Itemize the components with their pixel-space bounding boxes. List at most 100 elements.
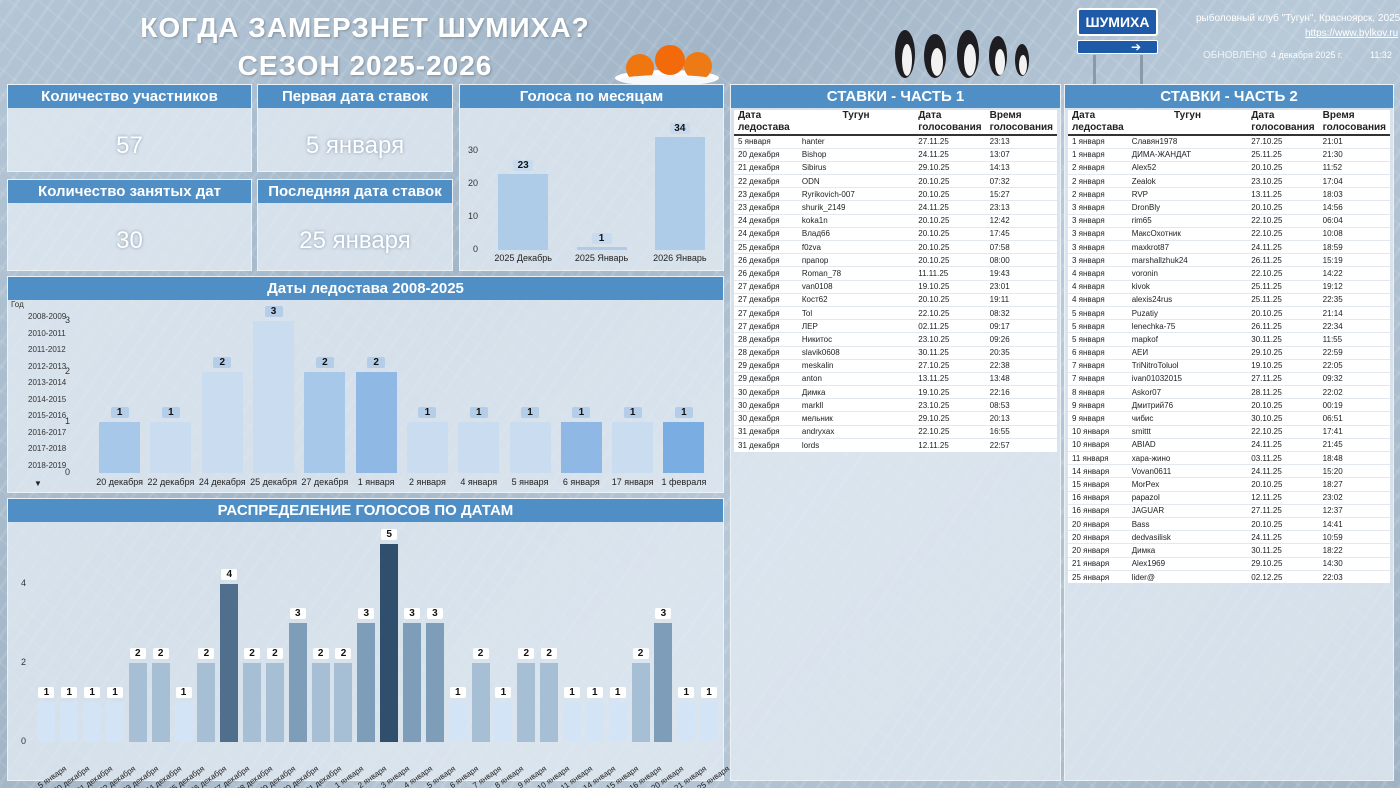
table-row[interactable]: 7 января TriNitroToluol 19.10.25 22:05 — [1068, 358, 1390, 373]
table-cell: 15:20 — [1318, 464, 1390, 478]
table-cell: 3 января — [1068, 200, 1128, 215]
table-cell: 22:03 — [1318, 569, 1390, 584]
table-row[interactable]: 3 января marshallzhuk24 26.11.25 15:19 — [1068, 253, 1390, 267]
legend-scroll-down-icon[interactable]: ▼ — [34, 479, 42, 488]
x-tick-label: 1 февраля — [661, 477, 707, 487]
table-row[interactable]: 9 января Дмитрий76 20.10.25 00:19 — [1068, 398, 1390, 412]
table-cell: 23:13 — [985, 134, 1057, 149]
table-row[interactable]: 30 декабря markll 23.10.25 08:53 — [734, 398, 1057, 412]
table-row[interactable]: 30 декабря мельник 29.10.25 20:13 — [734, 411, 1057, 426]
table-cell: 24.11.25 — [1247, 464, 1319, 478]
table-row[interactable]: 29 декабря meskalin 27.10.25 22:38 — [734, 358, 1057, 373]
table-row[interactable]: 8 января Askor07 28.11.25 22:02 — [1068, 385, 1390, 399]
table-row[interactable]: 2 января Alex52 20.10.25 11:52 — [1068, 160, 1390, 175]
table-row[interactable]: 1 января Славян1978 27.10.25 21:01 — [1068, 134, 1390, 149]
table-row[interactable]: 10 января smittt 22.10.25 17:41 — [1068, 424, 1390, 439]
table-row[interactable]: 31 декабря andryxax 22.10.25 16:55 — [734, 424, 1057, 439]
table-row[interactable]: 23 декабря shurik_2149 24.11.25 23:13 — [734, 200, 1057, 215]
col-vote-date[interactable]: Дата голосования — [918, 110, 982, 133]
table-row[interactable]: 3 января rim65 22.10.25 06:04 — [1068, 213, 1390, 228]
table-row[interactable]: 25 декабря f0zva 20.10.25 07:58 — [734, 239, 1057, 254]
table-row[interactable]: 20 декабря Bishop 24.11.25 13:07 — [734, 147, 1057, 162]
legend-item: 2015-2016 — [18, 411, 66, 420]
penguins-image — [895, 30, 1029, 78]
col-tugun[interactable]: Тугун — [842, 110, 870, 121]
col-tugun[interactable]: Тугун — [1173, 110, 1202, 121]
table-cell: 27.11.25 — [1247, 371, 1319, 386]
table-cell: Alex1969 — [1127, 556, 1248, 571]
table-row[interactable]: 3 января maxkrot87 24.11.25 18:59 — [1068, 239, 1390, 254]
table-cell: papazol — [1127, 490, 1248, 505]
col-vote-time[interactable]: Время голосования — [989, 110, 1053, 133]
table-row[interactable]: 10 января ABIAD 24.11.25 21:45 — [1068, 437, 1390, 452]
table-row[interactable]: 23 декабря Ryrikovich-007 20.10.25 15:27 — [734, 187, 1057, 201]
table-row[interactable]: 22 декабря ODN 20.10.25 07:32 — [734, 174, 1057, 188]
table-cell: 13.11.25 — [914, 371, 986, 386]
table-row[interactable]: 3 января DronBly 20.10.25 14:56 — [1068, 200, 1390, 215]
table-row[interactable]: 27 декабря ЛЕР 02.11.25 09:17 — [734, 319, 1057, 333]
x-tick-label: 27 декабря — [301, 477, 349, 487]
col-ice-date[interactable]: Дата ледостава — [738, 110, 790, 133]
table-row[interactable]: 5 января Puzatiy 20.10.25 21:14 — [1068, 305, 1390, 320]
table-cell: 10 января — [1068, 424, 1128, 439]
table-row[interactable]: 2 января Zealok 23.10.25 17:04 — [1068, 174, 1390, 188]
col-ice-date[interactable]: Дата ледостава — [1072, 110, 1124, 133]
table-row[interactable]: 20 января dedvasilisk 24.11.25 10:59 — [1068, 530, 1390, 544]
table-row[interactable]: 5 января mapkof 30.11.25 11:55 — [1068, 332, 1390, 346]
x-tick-label: 5 января — [511, 477, 549, 487]
x-tick-label: 4 января — [460, 477, 498, 487]
table-row[interactable]: 4 января voronin 22.10.25 14:22 — [1068, 266, 1390, 281]
y-tick-label: 2 — [20, 656, 26, 667]
table-cell: 11.11.25 — [914, 266, 986, 281]
last-date-card: Последняя дата ставок 25 января — [257, 179, 453, 271]
bar — [448, 702, 467, 742]
col-vote-time[interactable]: Время голосования — [1322, 110, 1386, 133]
col-vote-date[interactable]: Дата голосования — [1251, 110, 1315, 133]
table-row[interactable]: 26 декабря Roman_78 11.11.25 19:43 — [734, 266, 1057, 281]
table-cell: voronin — [1127, 266, 1248, 281]
site-link[interactable]: https://www.bylkov.ru — [1305, 28, 1399, 39]
table-row[interactable]: 16 января JAGUAR 27.11.25 12:37 — [1068, 503, 1390, 518]
table-row[interactable]: 6 января АЕИ 29.10.25 22:59 — [1068, 345, 1390, 360]
table-cell: 18:22 — [1318, 543, 1390, 557]
table-cell: 24.11.25 — [914, 147, 986, 162]
bar — [197, 662, 216, 742]
table-row[interactable]: 5 января hanter 27.11.25 23:13 — [734, 134, 1057, 149]
table-row[interactable]: 31 декабря lords 12.11.25 22:57 — [734, 437, 1057, 452]
table-row[interactable]: 21 декабря Sibirus 29.10.25 14:13 — [734, 160, 1057, 175]
table-row[interactable]: 25 января lider@ 02.12.25 22:03 — [1068, 569, 1390, 584]
table-row[interactable]: 15 января MorPex 20.10.25 18:27 — [1068, 477, 1390, 492]
table-cell: ЛЕР — [797, 319, 915, 333]
table-row[interactable]: 24 декабря koka1n 20.10.25 12:42 — [734, 213, 1057, 228]
table-cell: 20.10.25 — [1247, 305, 1319, 320]
table-row[interactable]: 9 января чибис 30.10.25 06:51 — [1068, 411, 1390, 426]
table-row[interactable]: 20 января Димка 30.11.25 18:22 — [1068, 543, 1390, 557]
table-cell: 22.10.25 — [914, 424, 986, 439]
table-cell: Дмитрий76 — [1127, 398, 1248, 412]
table-row[interactable]: 7 января ivan01032015 27.11.25 09:32 — [1068, 371, 1390, 386]
table-row[interactable]: 4 января alexis24rus 25.11.25 22:35 — [1068, 292, 1390, 307]
table-row[interactable]: 30 декабря Димка 19.10.25 22:16 — [734, 385, 1057, 399]
legend-item: 2018-2019 — [18, 461, 66, 470]
table-row[interactable]: 4 января kivok 25.11.25 19:12 — [1068, 279, 1390, 294]
table-row[interactable]: 14 января Vovan0611 24.11.25 15:20 — [1068, 464, 1390, 478]
table-row[interactable]: 16 января papazol 12.11.25 23:02 — [1068, 490, 1390, 505]
table-row[interactable]: 5 января lenechka-75 26.11.25 22:34 — [1068, 319, 1390, 333]
table-cell: 7 января — [1068, 358, 1128, 373]
table-row[interactable]: 1 января ДИМА-ЖАНДАТ 25.11.25 21:30 — [1068, 147, 1390, 162]
table-row[interactable]: 28 декабря slavik0608 30.11.25 20:35 — [734, 345, 1057, 360]
table-row[interactable]: 20 января Bass 20.10.25 14:41 — [1068, 516, 1390, 531]
table-row[interactable]: 27 декабря Tol 22.10.25 08:32 — [734, 305, 1057, 320]
table-row[interactable]: 24 декабря Влад66 20.10.25 17:45 — [734, 226, 1057, 241]
table-row[interactable]: 27 декабря Кост62 20.10.25 19:11 — [734, 292, 1057, 307]
data-label: 1 — [521, 407, 540, 419]
table-row[interactable]: 3 января МаксОхотник 22.10.25 10:08 — [1068, 226, 1390, 241]
table-row[interactable]: 21 января Alex1969 29.10.25 14:30 — [1068, 556, 1390, 571]
table-row[interactable]: 11 января хара-жино 03.11.25 18:48 — [1068, 450, 1390, 465]
table-row[interactable]: 27 декабря van0108 19.10.25 23:01 — [734, 279, 1057, 294]
table-row[interactable]: 2 января RVP 13.11.25 18:03 — [1068, 187, 1390, 201]
table-cell: hanter — [797, 134, 915, 149]
table-row[interactable]: 29 декабря anton 13.11.25 13:48 — [734, 371, 1057, 386]
table-row[interactable]: 28 декабря Никитос 23.10.25 09:26 — [734, 332, 1057, 346]
table-row[interactable]: 26 декабря прапор 20.10.25 08:00 — [734, 253, 1057, 267]
